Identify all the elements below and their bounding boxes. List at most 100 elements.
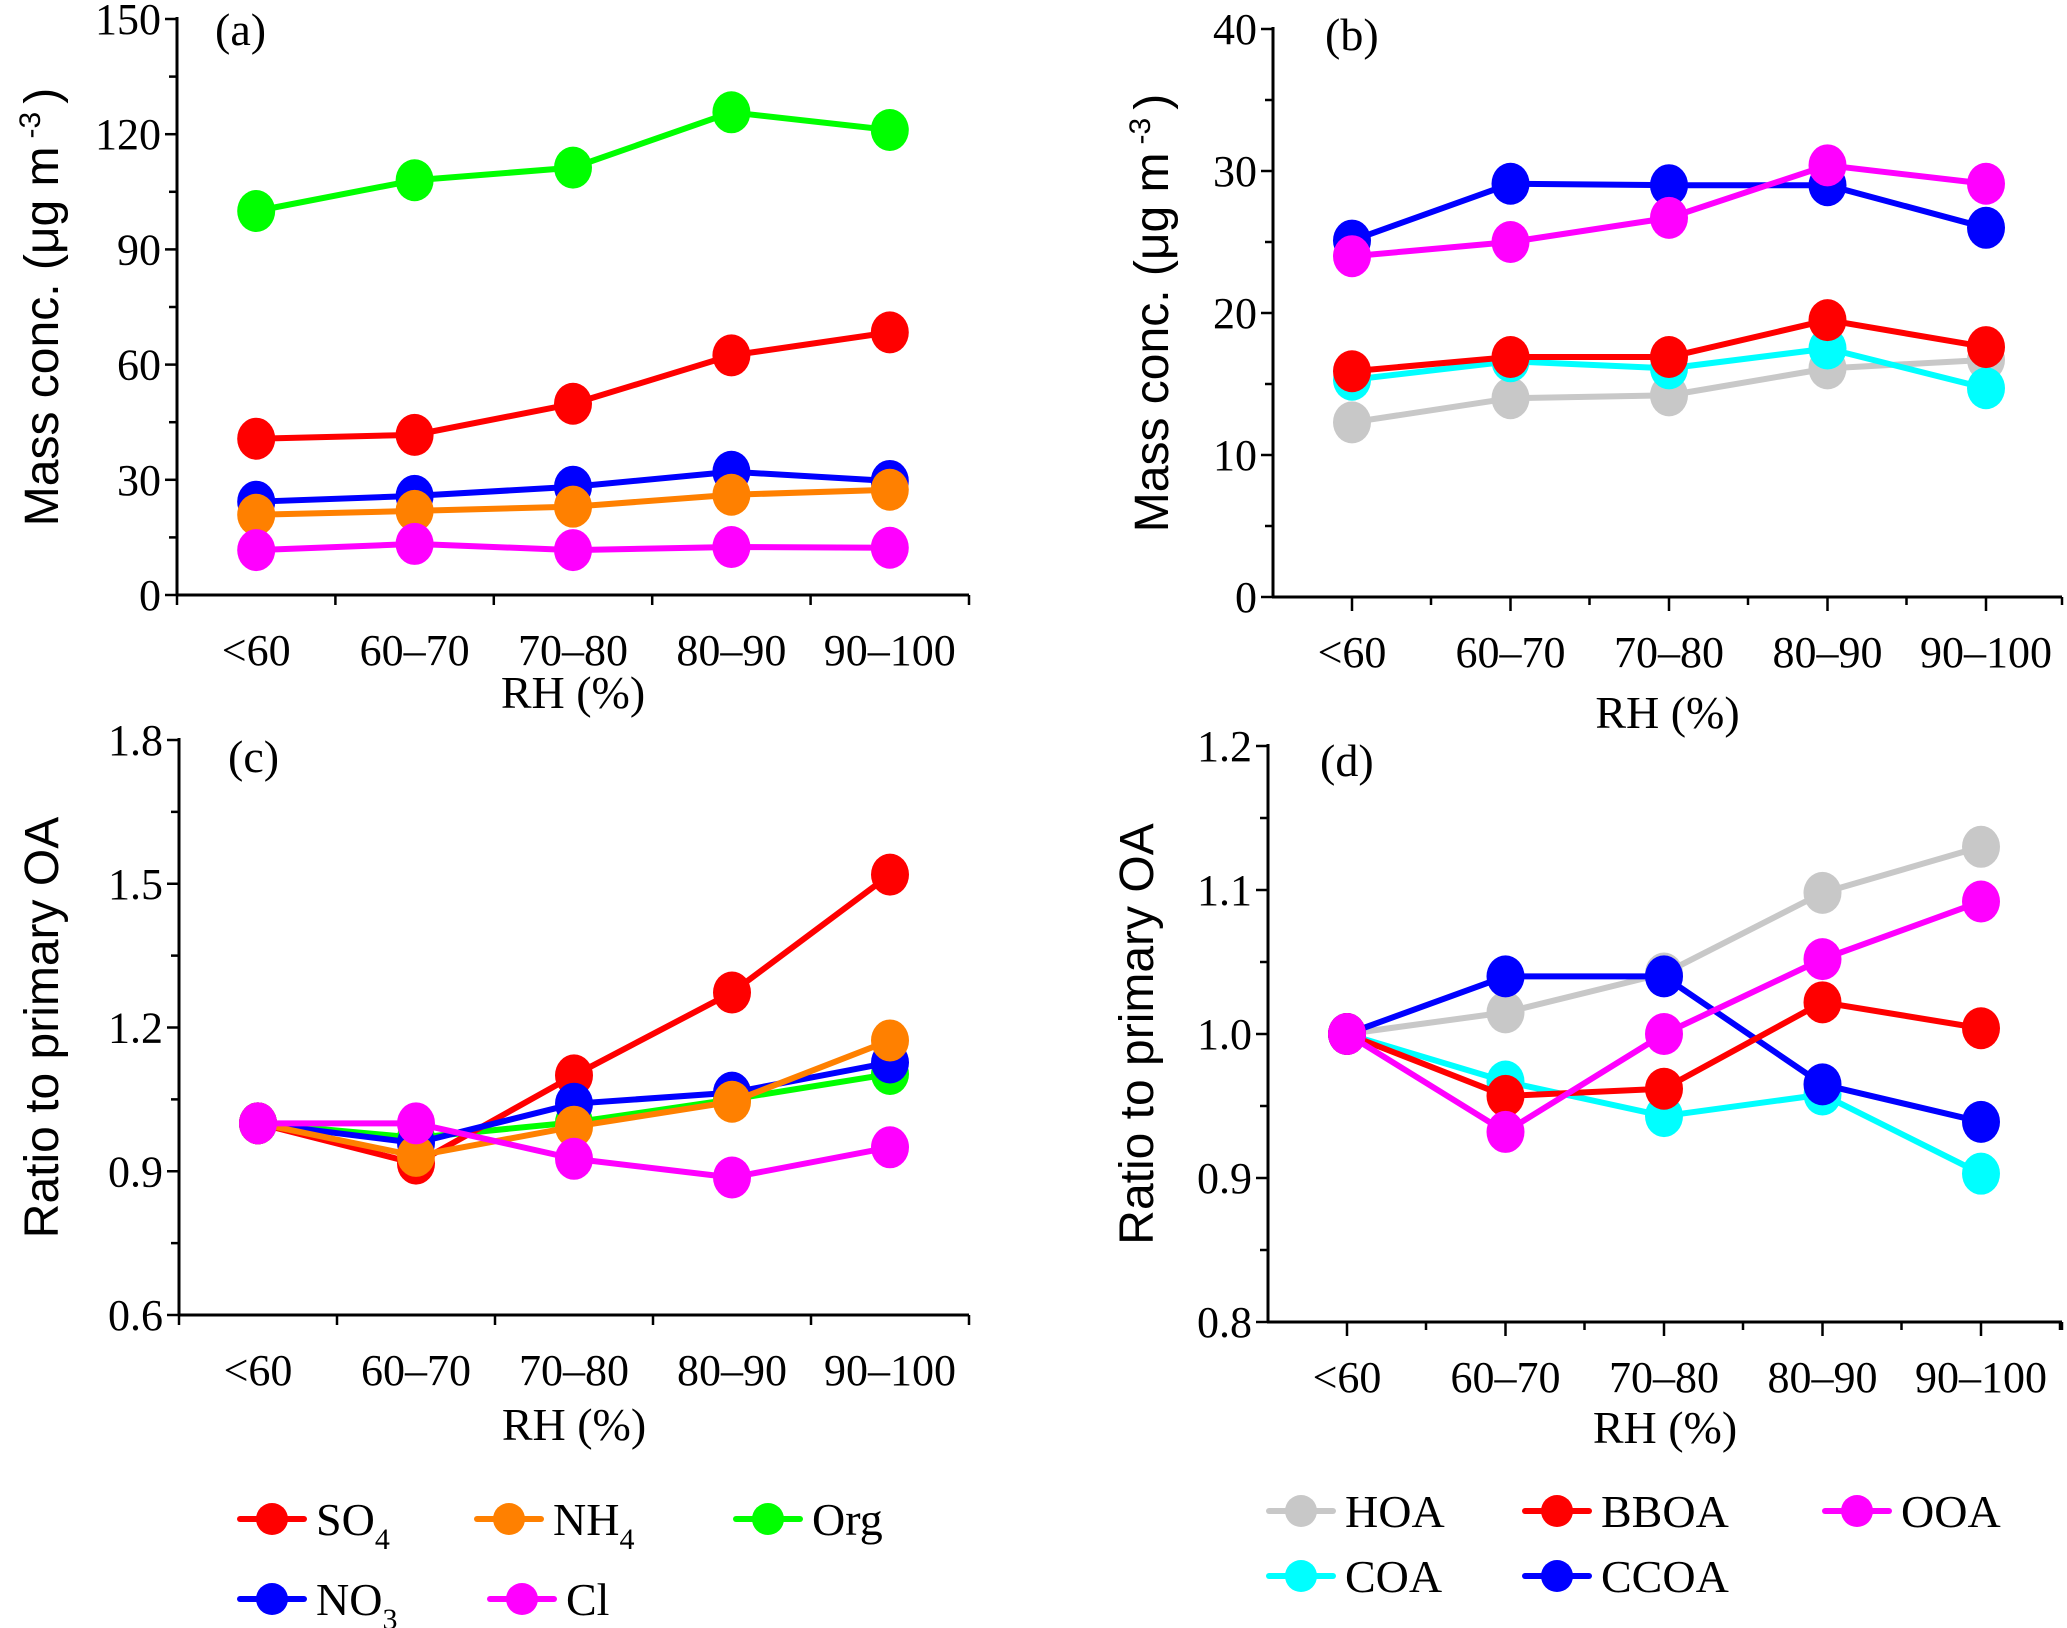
legend-label-main: CCOA (1601, 1551, 1729, 1602)
x-tick-label: 70–80 (519, 1346, 629, 1395)
y-tick-label: 20 (1213, 289, 1257, 338)
y-tick-label: 120 (95, 110, 161, 159)
x-tick-label: 80–90 (676, 626, 786, 675)
data-point (1486, 991, 1525, 1034)
y-tick-label: 1.0 (1197, 1010, 1252, 1059)
y-tick-label: 1.2 (1197, 722, 1252, 771)
legend-label: Cl (566, 1574, 609, 1625)
legend-item-coa: COA (1266, 1551, 1442, 1602)
data-point (871, 853, 909, 896)
y-axis-title-close: ) (16, 88, 69, 104)
data-point (397, 1102, 435, 1145)
data-point (1491, 336, 1530, 379)
data-point (871, 1126, 909, 1169)
y-axis-title-text: Ratio to primary OA (1111, 823, 1164, 1244)
data-point (1650, 196, 1688, 239)
legend-marker (1841, 1495, 1873, 1527)
data-point (712, 473, 751, 516)
legend-item-bboa: BBOA (1522, 1486, 1729, 1537)
x-axis-title: RH (%) (1595, 687, 1739, 738)
data-point (1967, 326, 2005, 369)
x-tick-label: 60–70 (361, 1346, 471, 1395)
legend-label-subscript: 3 (382, 1603, 397, 1628)
data-point (395, 413, 434, 456)
x-axis-title: RH (%) (1593, 1402, 1737, 1453)
legend-marker (506, 1583, 538, 1615)
data-point (1486, 1110, 1525, 1153)
x-axis-title: RH (%) (501, 667, 645, 718)
legend-marker (1541, 1495, 1573, 1527)
data-point (870, 108, 909, 151)
data-point (870, 468, 909, 511)
y-axis-title: Mass conc. (μg m -3) (14, 88, 69, 526)
series-cl (237, 522, 909, 572)
data-point (237, 417, 276, 460)
data-point (397, 1134, 435, 1177)
legend-item-nh4: NH4 (474, 1494, 634, 1556)
data-point (237, 493, 276, 536)
data-point (1808, 144, 1847, 187)
y-tick-label: 30 (117, 456, 161, 505)
panel-b: 0 10 20 30 40 <60 60–70 70–80 80–90 90–100 RH (%) M… (1124, 5, 2064, 738)
legend-marker (1285, 1560, 1317, 1592)
x-tick-label: <60 (222, 626, 291, 675)
x-tick-label: 60–70 (1451, 1353, 1561, 1402)
data-point (554, 146, 592, 189)
panel-label: (c) (228, 731, 279, 782)
x-axis-title: RH (%) (502, 1399, 646, 1450)
x-tick-label: <60 (1313, 1353, 1382, 1402)
legend-item-ccoa: CCOA (1522, 1551, 1729, 1602)
data-point (712, 91, 751, 134)
y-axis-title-text: Ratio to primary OA (16, 817, 69, 1238)
y-tick-label: 0 (1235, 573, 1257, 622)
legend-label: Org (812, 1494, 883, 1545)
y-tick-label: 1.1 (1197, 866, 1252, 915)
data-point (713, 971, 751, 1014)
legend-label-subscript: 4 (619, 1523, 634, 1556)
data-point (870, 311, 909, 354)
x-tick-label: 60–70 (1456, 628, 1566, 677)
data-point (237, 190, 276, 232)
legend-item-hoa: HOA (1266, 1486, 1445, 1537)
legend-label-subscript: 4 (375, 1523, 390, 1556)
data-point (555, 1105, 593, 1148)
panel-a: 0 30 60 90 120 150 <60 60–70 70–80 80–90 90–100 RH … (14, 0, 971, 718)
data-point (1645, 955, 1683, 998)
legend-label: NH4 (553, 1494, 634, 1556)
y-axis-title: Mass conc. (μg m -3) (1124, 94, 1179, 532)
legend-organic-factors: HOA BBOA OOA COA CCOA (1266, 1486, 2001, 1602)
legend-label-main: Org (812, 1494, 883, 1545)
data-point (1962, 1007, 2000, 1050)
y-axis-title: Ratio to primary OA (16, 817, 69, 1238)
data-point (1491, 221, 1530, 263)
y-tick-label: 60 (117, 341, 161, 390)
y-tick-label: 0.6 (108, 1291, 163, 1340)
legend-item-so4: SO4 (237, 1494, 390, 1556)
y-tick-label: 40 (1213, 5, 1257, 54)
data-point (395, 489, 434, 532)
series-bboa (1333, 299, 2005, 393)
legend-label-main: OOA (1901, 1486, 2001, 1537)
data-point (871, 1019, 909, 1062)
data-point (1491, 162, 1530, 205)
data-point (554, 382, 592, 425)
x-tick-label: 80–90 (1773, 628, 1883, 677)
data-point (1803, 1063, 1842, 1106)
data-point (1333, 235, 1371, 278)
y-tick-label: 0 (139, 571, 161, 620)
data-point (1808, 299, 1847, 342)
y-axis-title-superscript: -3 (14, 112, 47, 139)
y-axis-title-text: Mass conc. (μg m (1126, 152, 1179, 532)
panel-d: 0.8 0.9 1.0 1.1 1.2 <60 60–70 70–80 80–90 90–100 R… (1111, 722, 2064, 1453)
data-point (1333, 401, 1371, 444)
data-point (1803, 938, 1842, 981)
legend-item-ooa: OOA (1822, 1486, 2001, 1537)
panel-label: (b) (1325, 9, 1379, 60)
legend-label-main: Cl (566, 1574, 609, 1625)
series-line (1346, 843, 1982, 1037)
data-point (1967, 162, 2005, 205)
legend-label-main: BBOA (1601, 1486, 1729, 1537)
y-axis-title-superscript: -3 (1124, 118, 1157, 145)
data-point (395, 159, 434, 202)
